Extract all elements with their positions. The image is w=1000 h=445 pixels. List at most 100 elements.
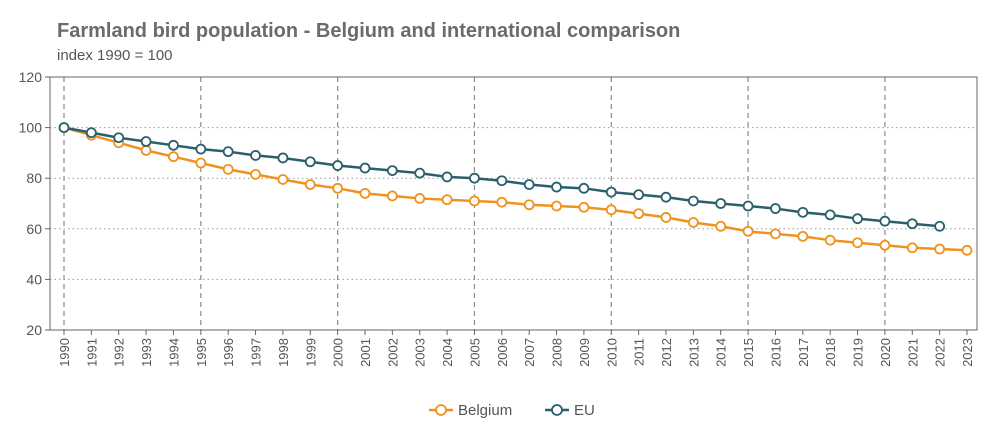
x-tick-label: 1990 (57, 338, 72, 367)
x-tick-label: 1999 (303, 338, 318, 367)
data-point-belgium (469, 195, 480, 207)
data-point-eu (304, 156, 316, 168)
series-group (58, 122, 973, 256)
grid (50, 77, 977, 330)
x-tick-label: 1995 (194, 338, 209, 367)
data-point-eu (660, 191, 672, 203)
data-point-eu (441, 171, 453, 183)
data-point-eu (332, 160, 344, 171)
x-tick-label: 2010 (604, 338, 619, 367)
data-point-belgium (195, 157, 207, 169)
x-tick-label: 1993 (139, 338, 154, 367)
data-point-eu (386, 165, 398, 177)
data-point-eu (687, 195, 699, 207)
x-tick-label: 2007 (522, 338, 537, 367)
data-point-belgium (605, 204, 617, 216)
data-point-belgium (441, 194, 453, 206)
data-point-eu (742, 200, 754, 212)
data-point-eu (414, 167, 426, 179)
data-point-belgium (332, 182, 344, 194)
x-tick-label: 2017 (796, 338, 811, 367)
data-point-belgium (250, 169, 261, 180)
data-point-belgium (797, 230, 809, 242)
data-point-eu (770, 203, 781, 214)
y-tick-label: 100 (19, 120, 43, 136)
data-point-eu (797, 206, 809, 218)
data-point-belgium (824, 234, 836, 246)
x-tick-label: 2001 (358, 338, 373, 367)
x-tick-label: 2022 (933, 338, 948, 367)
data-point-belgium (140, 144, 152, 156)
data-point-eu (140, 136, 152, 147)
x-tick-label: 2004 (440, 338, 455, 367)
x-axis: 1990 1991 1992 1993 1994 1995 1996 1997 1998 1999… (57, 330, 975, 367)
x-tick-label: 2016 (768, 338, 783, 367)
x-tick-label: 2018 (823, 338, 838, 367)
legend: Belgium EU (429, 402, 595, 419)
x-tick-label: 1994 (166, 338, 181, 367)
data-point-eu (852, 213, 863, 225)
data-point-eu (906, 218, 918, 230)
legend-label-eu: EU (574, 402, 595, 419)
data-point-eu (222, 146, 234, 158)
data-point-belgium (660, 212, 672, 223)
x-tick-label: 2005 (467, 338, 482, 367)
data-point-belgium (687, 217, 699, 228)
data-point-belgium (304, 179, 316, 190)
chart-title: Farmland bird population - Belgium and i… (57, 20, 681, 42)
x-tick-label: 1991 (84, 338, 99, 367)
data-point-belgium (551, 200, 562, 212)
data-point-eu (250, 150, 261, 161)
data-point-eu (879, 215, 891, 227)
x-tick-label: 2019 (851, 338, 866, 367)
y-tick-label: 20 (26, 322, 42, 338)
data-point-eu (605, 186, 617, 198)
data-point-eu (359, 162, 371, 174)
data-point-eu (715, 198, 727, 209)
legend-marker-eu (551, 404, 563, 416)
data-point-belgium (934, 243, 946, 255)
y-tick-label: 40 (26, 271, 42, 287)
data-point-belgium (852, 237, 863, 249)
x-tick-label: 2006 (495, 338, 510, 367)
x-tick-label: 2008 (550, 338, 565, 367)
data-point-belgium (523, 199, 535, 211)
data-point-belgium (168, 151, 179, 163)
data-point-eu (523, 179, 535, 190)
data-point-belgium (633, 208, 645, 220)
data-point-belgium (879, 239, 891, 251)
x-tick-label: 2009 (577, 338, 592, 367)
data-point-belgium (906, 242, 918, 254)
y-axis: 20 40 60 80 100 120 (19, 69, 50, 338)
data-point-belgium (414, 193, 426, 204)
data-point-eu (633, 189, 645, 201)
x-tick-label: 2002 (385, 338, 400, 367)
y-tick-label: 60 (26, 221, 42, 237)
y-tick-label: 80 (26, 170, 42, 186)
x-tick-label: 2014 (714, 338, 729, 367)
data-point-eu (58, 122, 70, 133)
data-point-belgium (770, 228, 781, 240)
data-point-eu (195, 143, 207, 155)
x-tick-label: 1992 (112, 338, 127, 367)
data-point-belgium (578, 201, 590, 213)
x-tick-label: 2020 (878, 338, 893, 367)
plot-area (49, 76, 978, 331)
data-point-belgium (386, 190, 398, 202)
y-tick-label: 120 (19, 69, 43, 85)
data-point-belgium (222, 163, 234, 175)
data-point-belgium (277, 174, 289, 185)
data-point-eu (469, 172, 480, 184)
series-line-belgium (63, 126, 968, 252)
x-tick-label: 1996 (221, 338, 236, 367)
data-point-belgium (961, 244, 973, 256)
data-point-eu (824, 209, 836, 221)
data-point-eu (934, 220, 946, 232)
x-tick-label: 2013 (686, 338, 701, 367)
x-tick-label: 2003 (413, 338, 428, 367)
x-tick-label: 2015 (741, 338, 756, 367)
x-tick-label: 2021 (905, 338, 920, 367)
legend-marker-belgium (435, 404, 447, 416)
data-point-eu (551, 181, 562, 193)
x-tick-label: 2000 (331, 338, 346, 367)
